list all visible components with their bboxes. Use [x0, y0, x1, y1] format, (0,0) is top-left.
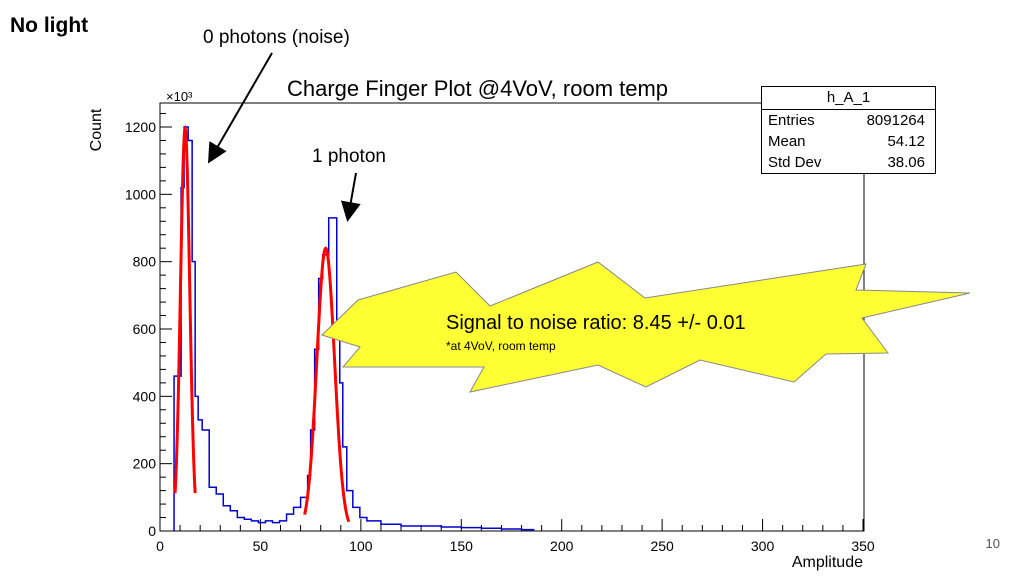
page-number: 10: [985, 536, 1000, 551]
stats-histogram-name: h_A_1: [762, 87, 935, 110]
stats-row-entries: Entries 8091264: [762, 110, 935, 131]
stats-row-mean: Mean 54.12: [762, 131, 935, 152]
x-tick-label: 250: [650, 538, 674, 554]
x-axis-ticks: 0 50 100 150 200 250 300 350: [156, 519, 875, 554]
callout-burst: [321, 261, 971, 393]
stats-box: h_A_1 Entries 8091264 Mean 54.12 Std Dev…: [761, 86, 936, 174]
x-tick-label: 0: [156, 538, 164, 554]
x-axis-label: Amplitude: [792, 554, 863, 571]
y-tick-label: 0: [148, 523, 156, 539]
x-tick-label: 350: [851, 538, 875, 554]
gaussian-fits: [173, 124, 351, 523]
x-tick-label: 150: [450, 538, 474, 554]
x-tick-label: 100: [349, 538, 373, 554]
noise-annotation: 0 photons (noise): [203, 27, 350, 48]
stats-value: 8091264: [866, 112, 925, 129]
y-tick-label: 1000: [125, 186, 156, 202]
stats-label: Mean: [768, 133, 806, 150]
histogram-series: [173, 126, 535, 531]
noise-arrow: [207, 52, 273, 164]
x-tick-label: 300: [751, 538, 775, 554]
y-tick-label: 400: [133, 388, 157, 404]
callout-text: Signal to noise ratio: 8.45 +/- 0.01 *at…: [446, 312, 746, 353]
photon-arrow: [340, 172, 361, 222]
stats-value: 38.06: [887, 154, 925, 171]
y-axis-ticks: 0 200 400 600 800 1000 1200: [125, 113, 172, 539]
fit-curve-one_photon_peak: [303, 246, 351, 523]
chart-title: Charge Finger Plot @4VoV, room temp: [287, 76, 669, 101]
callout-note-text: *at 4VoV, room temp: [446, 339, 556, 353]
y-tick-label: 800: [133, 254, 157, 270]
y-tick-label: 1200: [125, 119, 156, 135]
x-tick-label: 50: [253, 538, 269, 554]
stats-label: Std Dev: [768, 154, 822, 171]
y-tick-label: 200: [133, 456, 157, 472]
callout-main-text: Signal to noise ratio: 8.45 +/- 0.01: [446, 312, 746, 334]
stats-label: Entries: [768, 112, 815, 129]
y-tick-label: 600: [133, 321, 157, 337]
y-multiplier-label: ×10³: [166, 89, 193, 104]
y-axis-label: Count: [88, 108, 105, 151]
slide-title: No light: [10, 14, 89, 37]
fit-curve-noise_peak: [173, 124, 197, 494]
stats-value: 54.12: [887, 133, 925, 150]
stats-row-stddev: Std Dev 38.06: [762, 152, 935, 173]
photon-annotation: 1 photon: [312, 146, 386, 167]
x-tick-label: 200: [550, 538, 574, 554]
